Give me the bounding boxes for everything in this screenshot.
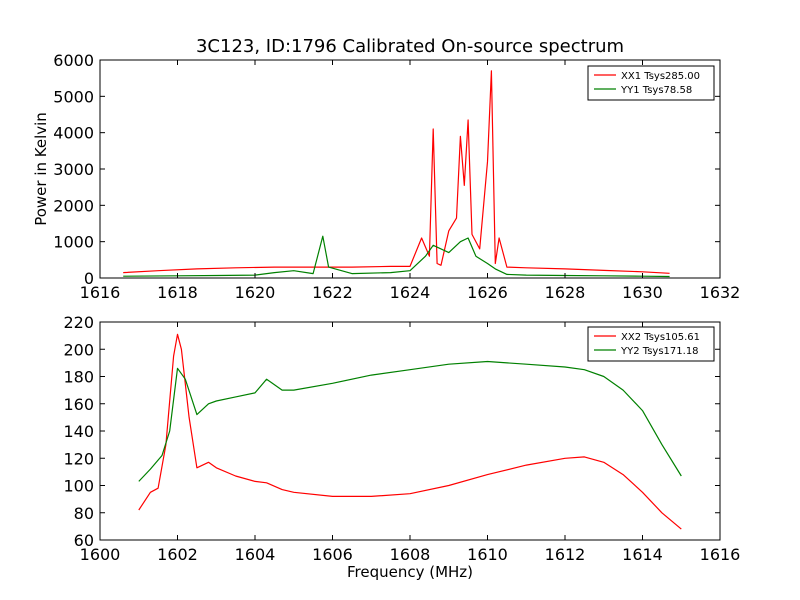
x-tick-label: 1608 (390, 545, 431, 564)
x-tick-label: 1630 (622, 283, 663, 302)
legend-label-1: XX1 Tsys285.00 (621, 71, 700, 82)
x-tick-label: 1622 (312, 283, 353, 302)
y-tick-label: 5000 (53, 87, 94, 106)
x-tick-label: 1610 (467, 545, 508, 564)
x-tick-label: 1620 (235, 283, 276, 302)
y-tick-label: 160 (63, 395, 94, 414)
y-tick-label: 100 (63, 477, 94, 496)
y-tick-label: 4000 (53, 124, 94, 143)
x-tick-label: 1618 (157, 283, 198, 302)
legend-box (587, 326, 715, 362)
chart-title: 3C123, ID:1796 Calibrated On-source spec… (196, 36, 624, 57)
legend-label-2: YY2 Tsys171.18 (620, 346, 699, 357)
y-tick-label: 80 (74, 504, 94, 523)
x-tick-label: 1612 (545, 545, 586, 564)
x-tick-label: 1614 (622, 545, 663, 564)
y-tick-label: 0 (84, 269, 94, 288)
x-tick-label: 1616 (700, 545, 741, 564)
x-tick-label: 1626 (467, 283, 508, 302)
y-tick-label: 3000 (53, 160, 94, 179)
y-tick-label: 6000 (53, 51, 94, 70)
legend-box (587, 65, 715, 101)
y-tick-label: 120 (63, 449, 94, 468)
series-line-1-2 (123, 235, 670, 278)
series-line-1-1 (123, 70, 670, 274)
x-tick-label: 1602 (157, 545, 198, 564)
legend: XX1 Tsys285.00 YY1 Tsys78.58 (587, 65, 715, 101)
top-panel: 1616 1618 1620 1622 1624 1626 1628 1630 1632 0 100… (32, 51, 740, 302)
y-tick-label: 60 (74, 531, 94, 550)
y-tick-label: 220 (63, 313, 94, 332)
y-axis-label: Power in Kelvin (32, 112, 50, 226)
x-tick-label: 1632 (700, 283, 741, 302)
y-tick-label: 2000 (53, 196, 94, 215)
legend-label-2: YY1 Tsys78.58 (620, 85, 692, 96)
bottom-panel: 1600 1602 1604 1606 1608 1610 1612 1614 1616 60 80… (63, 313, 740, 581)
y-tick-label: 140 (63, 422, 94, 441)
x-tick-label: 1628 (545, 283, 586, 302)
x-tick-label: 1616 (80, 283, 121, 302)
x-tick-label: 1624 (390, 283, 431, 302)
series-line-2-1 (138, 333, 682, 530)
x-tick-label: 1600 (80, 545, 121, 564)
x-tick-label: 1604 (235, 545, 276, 564)
series-line-2-2 (138, 360, 682, 482)
legend-label-1: XX2 Tsys105.61 (621, 332, 700, 343)
y-tick-label: 180 (63, 368, 94, 387)
y-tick-label: 1000 (53, 233, 94, 252)
x-axis-label: Frequency (MHz) (347, 563, 473, 581)
legend: XX2 Tsys105.61 YY2 Tsys171.18 (587, 326, 715, 362)
x-tick-label: 1606 (312, 545, 353, 564)
y-tick-label: 200 (63, 340, 94, 359)
